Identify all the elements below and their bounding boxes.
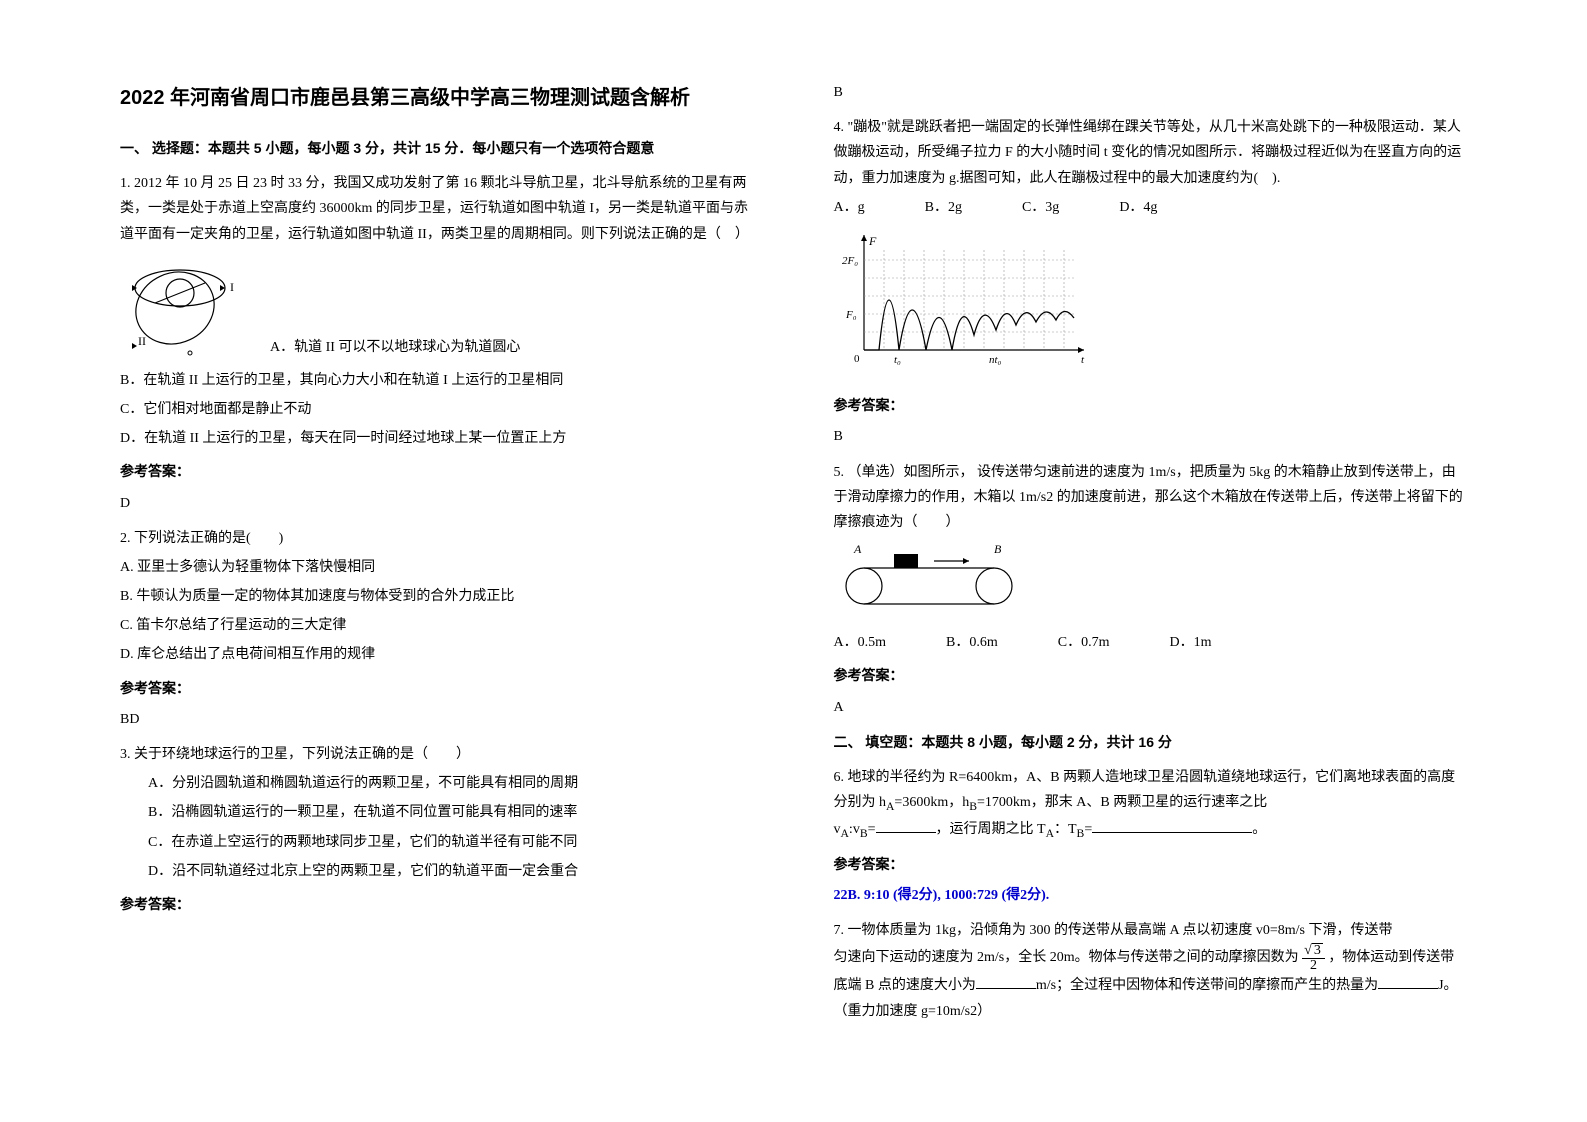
q1-optC: C．它们相对地面都是静止不动: [120, 397, 754, 422]
q5-optA: A．0.5m: [834, 630, 887, 655]
q1-answer-label: 参考答案：: [120, 459, 754, 484]
q1-optA: A．轨道 II 可以不以地球球心为轨道圆心: [250, 335, 520, 360]
q4-optD: D．4g: [1119, 195, 1157, 220]
graph-t-label: t: [1081, 354, 1085, 366]
question-1: 1. 2012 年 10 月 25 日 23 时 33 分，我国又成功发射了第 …: [120, 171, 754, 451]
q3-answer: B: [834, 80, 1468, 105]
q6-stem1: 6. 地球的半径约为 R=6400km，A、B 两颗人造地球卫星沿圆轨道绕地球运…: [834, 765, 1468, 817]
q5-answer: A: [834, 695, 1468, 720]
q2-stem: 2. 下列说法正确的是( ): [120, 526, 754, 551]
q7-stem2: 匀速向下运动的速度为 2m/s，全长 20m。物体与传送带之间的动摩擦因数为 √…: [834, 943, 1468, 1023]
q5-optB: B．0.6m: [946, 630, 998, 655]
q1-optB: B．在轨道 II 上运行的卫星，其向心力大小和在轨道 I 上运行的卫星相同: [120, 368, 754, 393]
section2-heading: 二、 填空题：本题共 8 小题，每小题 2 分，共计 16 分: [834, 730, 1468, 755]
q1-answer: D: [120, 491, 754, 516]
graph-nt0-label: nt₀: [989, 354, 1002, 366]
graph-t0-label: t₀: [894, 354, 901, 366]
blank-ratio-v: [876, 832, 936, 833]
q2-optA: A. 亚里士多德认为轻重物体下落快慢相同: [120, 555, 754, 580]
graph-zero-label: 0: [854, 353, 860, 365]
orbit-label-ii: II: [138, 334, 146, 348]
q2-answer-label: 参考答案：: [120, 676, 754, 701]
q3-stem: 3. 关于环绕地球运行的卫星，下列说法正确的是（ ）: [120, 742, 754, 767]
graph-F-label: F: [868, 234, 877, 248]
q7-stem1: 7. 一物体质量为 1kg，沿倾角为 300 的传送带从最高端 A 点以初速度 …: [834, 918, 1468, 943]
q3-answer-label: 参考答案：: [120, 892, 754, 917]
question-5: 5. （单选）如图所示， 设传送带匀速前进的速度为 1m/s，把质量为 5kg …: [834, 460, 1468, 656]
q5-stem: 5. （单选）如图所示， 设传送带匀速前进的速度为 1m/s，把质量为 5kg …: [834, 460, 1468, 536]
q3-optB: B．沿椭圆轨道运行的一颗卫星，在轨道不同位置可能具有相同的速率: [120, 800, 754, 825]
question-6: 6. 地球的半径约为 R=6400km，A、B 两颗人造地球卫星沿圆轨道绕地球运…: [834, 765, 1468, 844]
q4-stem: 4. "蹦极"就是跳跃者把一端固定的长弹性绳绑在踝关节等处，从几十米高处跳下的一…: [834, 115, 1468, 191]
orbit-label-i: I: [230, 280, 234, 294]
q4-optB: B．2g: [925, 195, 962, 220]
blank-velocity: [976, 988, 1036, 989]
conveyor-belt-diagram: A B: [834, 541, 1034, 611]
question-2: 2. 下列说法正确的是( ) A. 亚里士多德认为轻重物体下落快慢相同 B. 牛…: [120, 526, 754, 668]
document-title: 2022 年河南省周口市鹿邑县第三高级中学高三物理测试题含解析: [120, 80, 754, 116]
q1-stem: 1. 2012 年 10 月 25 日 23 时 33 分，我国又成功发射了第 …: [120, 171, 754, 247]
q2-optD: D. 库仑总结出了点电荷间相互作用的规律: [120, 642, 754, 667]
q2-answer: BD: [120, 707, 754, 732]
q5-optC: C．0.7m: [1058, 630, 1110, 655]
q1-optD: D．在轨道 II 上运行的卫星，每天在同一时间经过地球上某一位置正上方: [120, 426, 754, 451]
graph-F0-label: F₀: [845, 309, 857, 321]
q3-optD: D．沿不同轨道经过北京上空的两颗卫星，它们的轨道平面一定会重合: [120, 859, 754, 884]
graph-2F0-label: 2F₀: [842, 255, 858, 267]
q6-stem2: vA:vB=，运行周期之比 TA：TB=。: [834, 817, 1468, 844]
belt-B-label: B: [994, 542, 1002, 556]
left-column: 2022 年河南省周口市鹿邑县第三高级中学高三物理测试题含解析 一、 选择题：本…: [100, 80, 794, 1082]
q5-optD: D．1m: [1169, 630, 1211, 655]
blank-heat: [1378, 988, 1438, 989]
belt-A-label: A: [853, 542, 862, 556]
question-7: 7. 一物体质量为 1kg，沿倾角为 300 的传送带从最高端 A 点以初速度 …: [834, 918, 1468, 1024]
force-time-graph: F 2F₀ F₀ 0 t₀ nt₀ t: [834, 230, 1094, 370]
orbit-diagram: I II: [120, 253, 250, 358]
q4-optA: A．g: [834, 195, 865, 220]
blank-ratio-t: [1092, 832, 1252, 833]
q3-optC: C．在赤道上空运行的两颗地球同步卫星，它们的轨道半径有可能不同: [120, 830, 754, 855]
q6-answer: 22B. 9:10 (得2分), 1000:729 (得2分).: [834, 883, 1468, 908]
q6-answer-label: 参考答案：: [834, 852, 1468, 877]
question-3: 3. 关于环绕地球运行的卫星，下列说法正确的是（ ） A．分别沿圆轨道和椭圆轨道…: [120, 742, 754, 884]
q4-answer: B: [834, 424, 1468, 449]
right-column: B 4. "蹦极"就是跳跃者把一端固定的长弹性绳绑在踝关节等处，从几十米高处跳下…: [794, 80, 1488, 1082]
q5-options: A．0.5m B．0.6m C．0.7m D．1m: [834, 630, 1468, 655]
q5-answer-label: 参考答案：: [834, 663, 1468, 688]
q4-optC: C．3g: [1022, 195, 1059, 220]
q2-optC: C. 笛卡尔总结了行星运动的三大定律: [120, 613, 754, 638]
q4-answer-label: 参考答案：: [834, 393, 1468, 418]
q2-optB: B. 牛顿认为质量一定的物体其加速度与物体受到的合外力成正比: [120, 584, 754, 609]
q4-options: A．g B．2g C．3g D．4g: [834, 195, 1468, 220]
section1-heading: 一、 选择题：本题共 5 小题，每小题 3 分，共计 15 分．每小题只有一个选…: [120, 136, 754, 161]
question-4: 4. "蹦极"就是跳跃者把一端固定的长弹性绳绑在踝关节等处，从几十米高处跳下的一…: [834, 115, 1468, 385]
q3-optA: A．分别沿圆轨道和椭圆轨道运行的两颗卫星，不可能具有相同的周期: [120, 771, 754, 796]
